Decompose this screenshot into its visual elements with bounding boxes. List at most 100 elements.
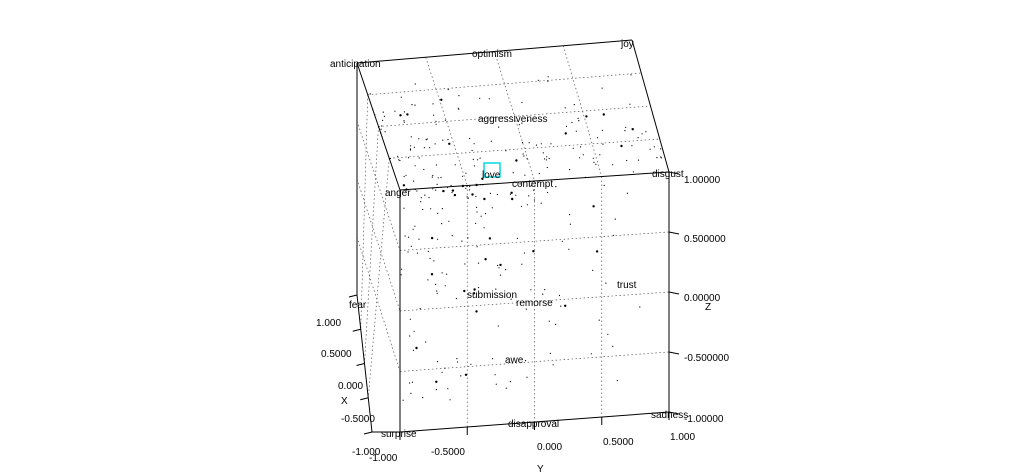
- data-point: [418, 238, 420, 240]
- data-point: [414, 225, 416, 227]
- y-tick-label: -0.5000: [431, 447, 465, 458]
- z-tick: [668, 291, 680, 295]
- data-point: [572, 147, 574, 149]
- data-point: [497, 264, 499, 267]
- data-point: [564, 132, 567, 135]
- data-point: [509, 193, 511, 195]
- y-tick-label: 1.000: [670, 432, 695, 443]
- data-point: [449, 399, 451, 401]
- data-point: [467, 237, 469, 239]
- data-point: [495, 288, 497, 290]
- data-point: [496, 193, 498, 196]
- data-point: [420, 197, 422, 199]
- data-point: [472, 292, 476, 295]
- data-point: [399, 114, 402, 117]
- data-point: [469, 186, 471, 188]
- data-point: [402, 399, 404, 401]
- data-point: [403, 111, 405, 113]
- data-point: [547, 80, 549, 82]
- data-point: [412, 349, 415, 351]
- data-point: [403, 175, 405, 178]
- label-aggressiveness: aggressiveness: [478, 114, 547, 125]
- data-point: [424, 194, 426, 196]
- data-point: [407, 251, 409, 253]
- data-point: [592, 269, 594, 271]
- data-point: [598, 319, 600, 321]
- data-point: [483, 197, 486, 201]
- data-point: [435, 189, 437, 191]
- data-point: [410, 136, 412, 138]
- data-point: [437, 238, 439, 240]
- z-tick-label: -0.500000: [684, 353, 729, 364]
- data-point: [630, 74, 632, 76]
- data-point: [415, 346, 418, 350]
- left-grid-line: [367, 158, 390, 398]
- data-point: [448, 142, 451, 145]
- data-point: [410, 245, 412, 247]
- data-point: [455, 297, 457, 300]
- data-point: [380, 128, 382, 130]
- data-point: [473, 165, 476, 167]
- data-point: [406, 113, 409, 116]
- data-point: [407, 157, 410, 159]
- data-point: [537, 79, 539, 81]
- data-point: [435, 380, 438, 383]
- z-tick: [668, 351, 680, 355]
- data-point: [535, 144, 538, 146]
- data-point: [425, 139, 427, 141]
- data-point: [409, 382, 411, 384]
- data-point: [427, 279, 429, 281]
- data-point: [436, 292, 438, 294]
- label-sadness: sadness: [651, 410, 688, 421]
- z-tick-label: 1.00000: [684, 175, 721, 186]
- data-point: [590, 353, 592, 355]
- data-point: [473, 288, 476, 291]
- cube-edges: [356, 39, 670, 433]
- data-point: [515, 194, 517, 196]
- data-point: [542, 152, 544, 154]
- data-point: [546, 156, 548, 158]
- data-point: [616, 379, 618, 382]
- data-point: [430, 236, 434, 240]
- data-point: [488, 237, 492, 240]
- data-point: [546, 166, 548, 169]
- x-tick: [356, 363, 365, 366]
- data-point: [519, 183, 521, 185]
- z-tick-label: -1.00000: [684, 414, 724, 425]
- data-point: [526, 158, 528, 160]
- data-point: [481, 177, 484, 180]
- z-tick: [668, 231, 680, 235]
- data-point: [429, 147, 431, 149]
- label-remorse: remorse: [516, 298, 553, 309]
- x-tick: [363, 431, 373, 435]
- data-point: [480, 215, 482, 217]
- data-point: [399, 159, 401, 162]
- data-point: [547, 191, 549, 194]
- data-point: [629, 103, 631, 105]
- data-point: [490, 140, 492, 142]
- data-point: [435, 120, 437, 122]
- data-point: [499, 274, 502, 276]
- data-point: [441, 371, 443, 373]
- data-point: [451, 189, 455, 192]
- data-point: [414, 165, 416, 167]
- data-point: [425, 341, 427, 343]
- data-point: [509, 381, 511, 383]
- data-point: [437, 212, 439, 214]
- data-point: [413, 146, 415, 148]
- data-point: [612, 164, 614, 166]
- emotion-labels: anticipation optimism joy aggressiveness…: [330, 39, 688, 440]
- top-grid-line: [378, 105, 651, 127]
- data-point: [404, 235, 406, 237]
- data-point: [523, 155, 525, 157]
- data-point: [631, 128, 634, 131]
- x-tick-label: -0.5000: [341, 414, 375, 425]
- data-point: [422, 208, 424, 211]
- data-point: [577, 117, 579, 119]
- data-point: [552, 364, 554, 366]
- data-point: [477, 159, 479, 161]
- data-point: [440, 176, 442, 179]
- data-point: [660, 157, 662, 159]
- data-point: [523, 252, 526, 254]
